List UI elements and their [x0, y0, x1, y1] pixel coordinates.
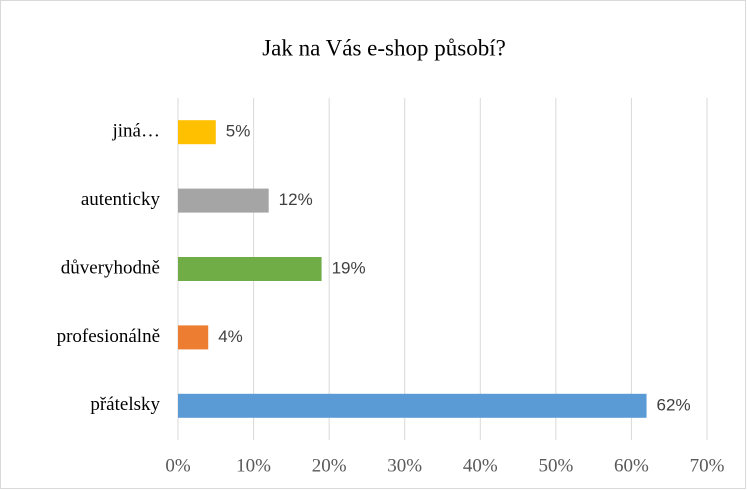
x-tick-label: 0%	[165, 455, 191, 476]
bar	[178, 393, 647, 418]
y-tick-label: profesionálně	[57, 326, 160, 347]
y-tick-label: jiná…	[112, 121, 161, 142]
value-label: 5%	[226, 122, 251, 141]
bar	[178, 188, 269, 213]
x-tick-label: 20%	[312, 455, 347, 476]
x-tick-label: 70%	[690, 455, 725, 476]
x-tick-label: 50%	[538, 455, 573, 476]
x-tick-label: 40%	[463, 455, 498, 476]
value-label: 4%	[218, 327, 243, 346]
value-label: 19%	[332, 258, 366, 277]
value-label: 12%	[279, 190, 313, 209]
value-label: 62%	[657, 395, 691, 414]
y-tick-label: důveryhodně	[61, 257, 160, 278]
x-tick-label: 30%	[387, 455, 422, 476]
chart-title: Jak na Vás e-shop působí?	[262, 35, 506, 60]
x-tick-label: 60%	[614, 455, 649, 476]
y-tick-label: přátelsky	[90, 394, 160, 415]
y-tick-label: autenticky	[81, 189, 161, 210]
x-tick-label: 10%	[236, 455, 271, 476]
bar	[178, 120, 216, 145]
bar	[178, 325, 209, 350]
bar	[178, 257, 322, 281]
